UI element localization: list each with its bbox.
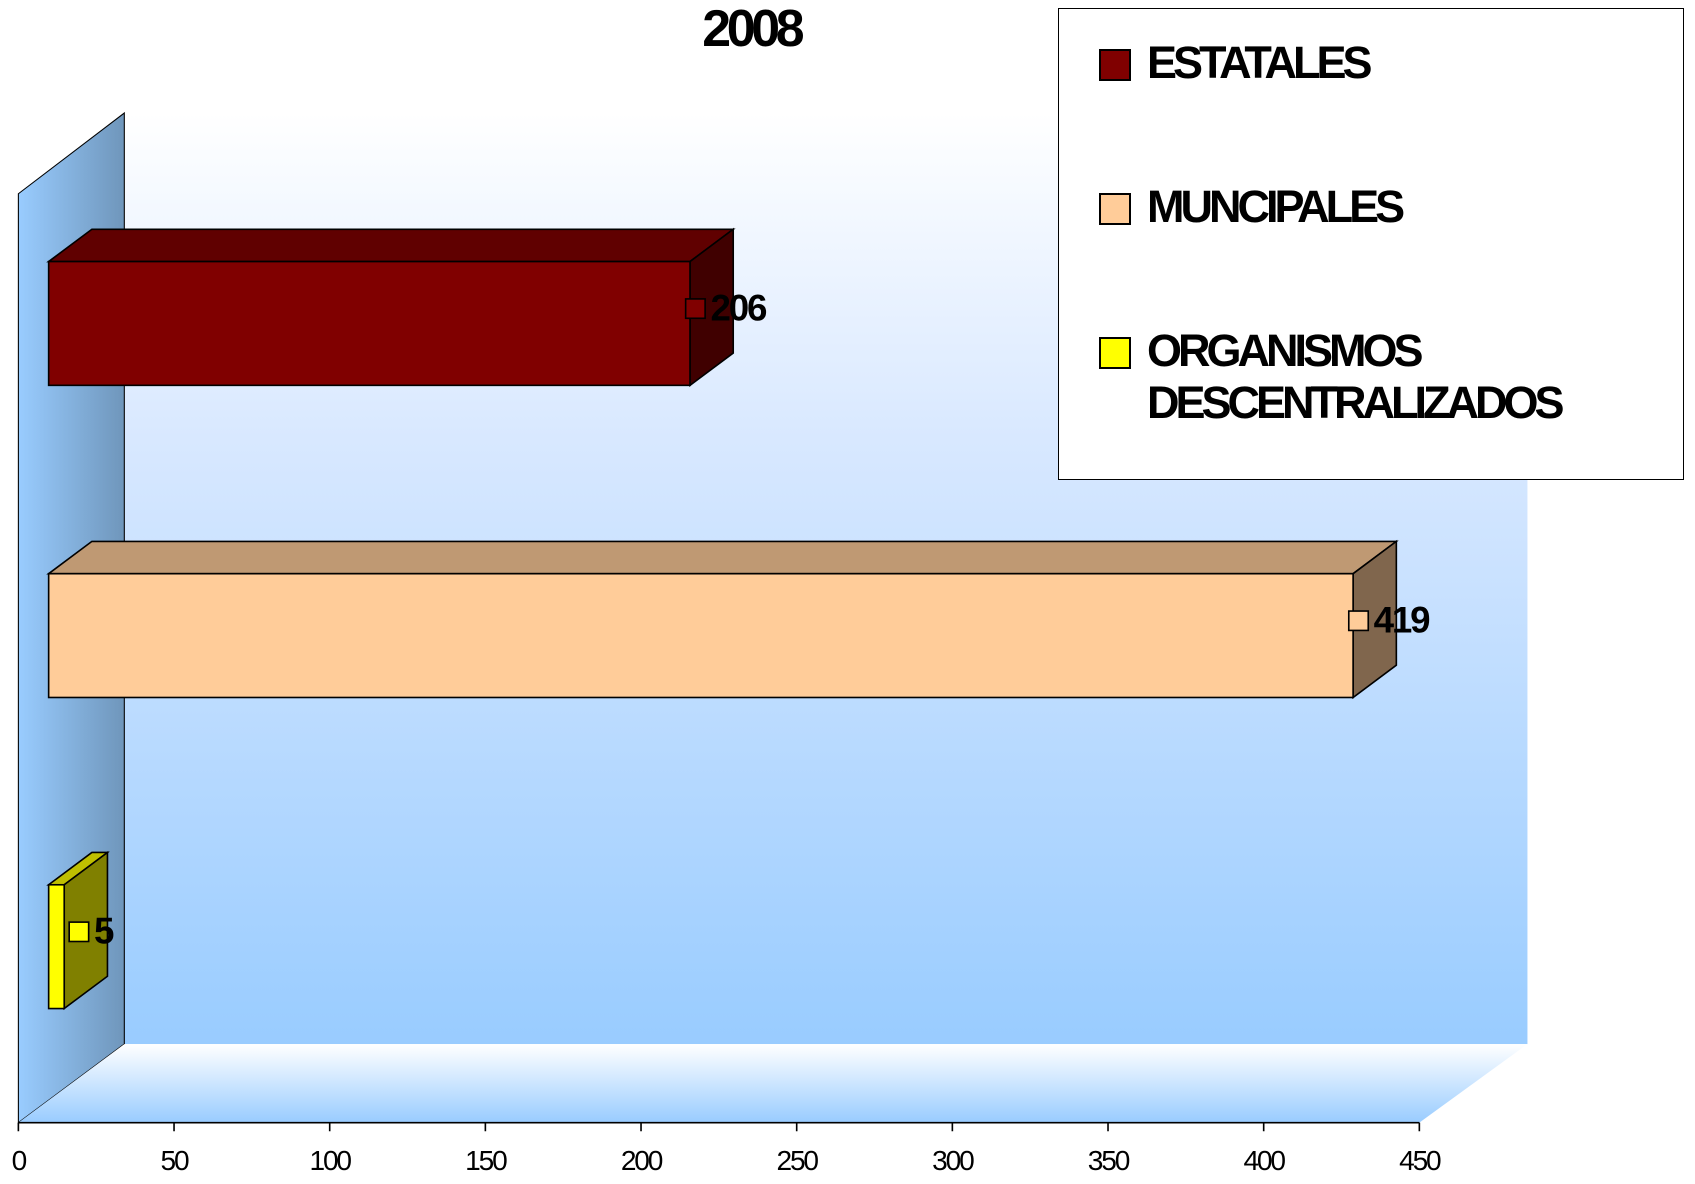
floor [18,1044,1528,1123]
x-tick-label: 100 [310,1145,352,1176]
legend: ESTATALES MUNCIPALES ORGANISMOS DESCENTRAL… [1058,8,1684,480]
bar [47,572,1354,699]
x-tick-label: 450 [1399,1145,1441,1176]
x-tick-label: 400 [1243,1145,1285,1176]
data-label: 206 [711,287,768,328]
data-label: 419 [1374,600,1431,641]
x-tick-label: 200 [621,1145,663,1176]
data-label: 5 [94,911,114,952]
legend-label: MUNCIPALES [1147,181,1405,232]
bar [47,260,691,387]
x-tick-label: 50 [161,1145,189,1176]
legend-label: ESTATALES [1147,37,1372,88]
bar-top [46,228,736,263]
x-tick-label: 300 [932,1145,974,1176]
x-tick-label: 350 [1088,1145,1130,1176]
chart-title: 2008 [702,0,804,57]
x-tick-label: 150 [465,1145,507,1176]
legend-swatch [1099,337,1131,369]
label-marker [1347,610,1370,632]
legend-swatch [1099,193,1131,225]
legend-item: ORGANISMOS DESCENTRALIZADOS [1099,325,1687,429]
legend-label: ORGANISMOS DESCENTRALIZADOS [1147,325,1565,428]
bar [47,883,66,1010]
label-marker [684,298,706,320]
x-tick-label: 250 [776,1145,818,1176]
label-marker [68,921,90,943]
legend-item: ESTATALES [1099,37,1687,89]
bar-top [46,540,1399,575]
x-tick-label: 0 [12,1145,27,1176]
legend-swatch [1099,49,1131,81]
legend-item: MUNCIPALES [1099,181,1687,233]
